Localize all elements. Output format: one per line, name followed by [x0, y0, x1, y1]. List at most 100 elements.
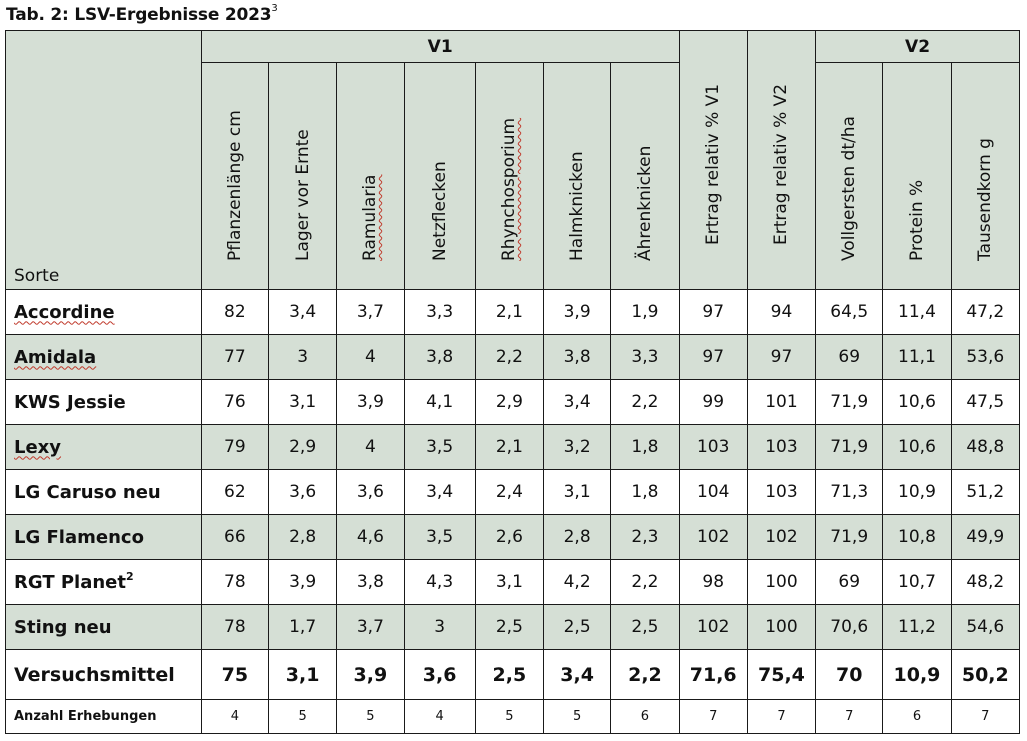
table-row: Accordine 82 3,4 3,7 3,3 2,1 3,9 1,9 97 94 64,5 11,… — [5, 289, 1021, 335]
value-cell: 79 — [200, 424, 270, 470]
value-cell: 71,9 — [815, 514, 884, 560]
value-cell: 2,1 — [474, 424, 545, 470]
count-row-label: Anzahl Erhebungen — [5, 699, 202, 734]
value-cell: 1,8 — [610, 469, 680, 515]
value-cell: 97 — [746, 334, 817, 380]
value-cell: 3,8 — [543, 334, 612, 380]
variety-name: Sting neu — [5, 604, 202, 650]
value-cell: 11,1 — [882, 334, 952, 380]
table-body: Accordine 82 3,4 3,7 3,3 2,1 3,9 1,9 97 94 64,5 11,… — [5, 289, 1021, 734]
value-cell: 77 — [200, 334, 270, 380]
value-cell: 2,2 — [610, 379, 680, 425]
value-cell: 71,9 — [815, 379, 884, 425]
value-cell: 11,4 — [882, 289, 952, 335]
value-cell: 66 — [200, 514, 270, 560]
value-cell: 2,3 — [610, 514, 680, 560]
variety-name-text: LG Flamenco — [14, 526, 144, 548]
value-cell: 1,8 — [610, 424, 680, 470]
col-header-5: Rhynchosporium — [474, 62, 545, 290]
value-cell: 2,5 — [474, 604, 545, 650]
count-value-cell: 6 — [882, 699, 952, 734]
col-header-8: Ertrag relativ % V1 — [678, 30, 748, 290]
col-header-4: Netzflecken — [403, 62, 476, 290]
value-cell: 2,4 — [474, 469, 545, 515]
value-cell: 11,2 — [882, 604, 952, 650]
value-cell: 102 — [746, 514, 817, 560]
value-cell: 99 — [678, 379, 748, 425]
value-cell: 3,1 — [474, 559, 545, 605]
value-cell: 3,1 — [267, 379, 338, 425]
value-cell: 102 — [678, 514, 748, 560]
table-row: KWS Jessie 76 3,1 3,9 4,1 2,9 3,4 2,2 99 101 71,9 1… — [5, 379, 1021, 425]
results-table: Sorte V1 Ertrag relativ % V1 Ertrag rela… — [5, 30, 1021, 734]
value-cell: 97 — [678, 334, 748, 380]
value-cell: 49,9 — [950, 514, 1021, 560]
mean-value-cell: 3,9 — [336, 649, 405, 700]
value-cell: 10,6 — [882, 424, 952, 470]
value-cell: 100 — [746, 604, 817, 650]
count-value-cell: 7 — [746, 699, 817, 734]
value-cell: 4,2 — [543, 559, 612, 605]
table-row: LG Flamenco 66 2,8 4,6 3,5 2,6 2,8 2,3 102 102 71,… — [5, 514, 1021, 560]
value-cell: 2,5 — [610, 604, 680, 650]
count-value-cell: 5 — [474, 699, 545, 734]
value-cell: 3,9 — [267, 559, 338, 605]
value-cell: 3 — [403, 604, 476, 650]
value-cell: 97 — [678, 289, 748, 335]
count-value-cell: 4 — [200, 699, 270, 734]
table-row: Lexy 79 2,9 4 3,5 2,1 3,2 1,8 103 103 71,9 10,6 48,8 — [5, 424, 1021, 470]
col-header-9: Ertrag relativ % V2 — [746, 30, 817, 290]
count-value-cell: 7 — [950, 699, 1021, 734]
mean-value-cell: 3,4 — [543, 649, 612, 700]
value-cell: 2,1 — [474, 289, 545, 335]
value-cell: 3,7 — [336, 289, 405, 335]
group-v1-header: V1 — [200, 30, 680, 63]
table-row: Sting neu 78 1,7 3,7 3 2,5 2,5 2,5 102 100 70,6 11,… — [5, 604, 1021, 650]
table-row: Amidala 77 3 4 3,8 2,2 3,8 3,3 97 97 69 11,1 53,6 — [5, 334, 1021, 380]
value-cell: 100 — [746, 559, 817, 605]
value-cell: 10,8 — [882, 514, 952, 560]
value-cell: 53,6 — [950, 334, 1021, 380]
footnote-marker: 2 — [126, 570, 134, 583]
value-cell: 62 — [200, 469, 270, 515]
group-v2-header: V2 — [815, 30, 1020, 63]
value-cell: 48,8 — [950, 424, 1021, 470]
col-header-6: Halmknicken — [543, 62, 612, 290]
value-cell: 10,7 — [882, 559, 952, 605]
value-cell: 101 — [746, 379, 817, 425]
value-cell: 69 — [815, 334, 884, 380]
variety-name-text: Sting neu — [14, 616, 112, 638]
variety-name-text: RGT Planet — [14, 572, 126, 593]
value-cell: 4,3 — [403, 559, 476, 605]
variety-name-text: Amidala — [14, 346, 97, 368]
col-header-7: Ährenknicken — [610, 62, 680, 290]
count-value-cell: 5 — [543, 699, 612, 734]
value-cell: 3,5 — [403, 424, 476, 470]
value-cell: 104 — [678, 469, 748, 515]
value-cell: 3,2 — [543, 424, 612, 470]
value-cell: 4,1 — [403, 379, 476, 425]
mean-value-cell: 75,4 — [746, 649, 817, 700]
count-row: Anzahl Erhebungen 4 5 5 4 5 5 6 7 7 7 6 7 — [5, 699, 1021, 734]
value-cell: 47,5 — [950, 379, 1021, 425]
value-cell: 2,9 — [267, 424, 338, 470]
value-cell: 54,6 — [950, 604, 1021, 650]
value-cell: 3,4 — [543, 379, 612, 425]
value-cell: 3,5 — [403, 514, 476, 560]
value-cell: 2,2 — [474, 334, 545, 380]
value-cell: 10,9 — [882, 469, 952, 515]
value-cell: 2,2 — [610, 559, 680, 605]
value-cell: 4,6 — [336, 514, 405, 560]
value-cell: 48,2 — [950, 559, 1021, 605]
value-cell: 103 — [746, 469, 817, 515]
mean-row: Versuchsmittel 75 3,1 3,9 3,6 2,5 3,4 2,2 71,6 75… — [5, 649, 1021, 700]
variety-name: RGT Planet2 — [5, 559, 202, 605]
count-value-cell: 6 — [610, 699, 680, 734]
table-row: LG Caruso neu 62 3,6 3,6 3,4 2,4 3,1 1,8 104 103 7… — [5, 469, 1021, 515]
variety-name: LG Flamenco — [5, 514, 202, 560]
col-header-12: Tausendkorn g — [950, 62, 1021, 290]
value-cell: 3,7 — [336, 604, 405, 650]
value-cell: 3,3 — [610, 334, 680, 380]
col-header-3: Ramularia — [336, 62, 405, 290]
value-cell: 69 — [815, 559, 884, 605]
